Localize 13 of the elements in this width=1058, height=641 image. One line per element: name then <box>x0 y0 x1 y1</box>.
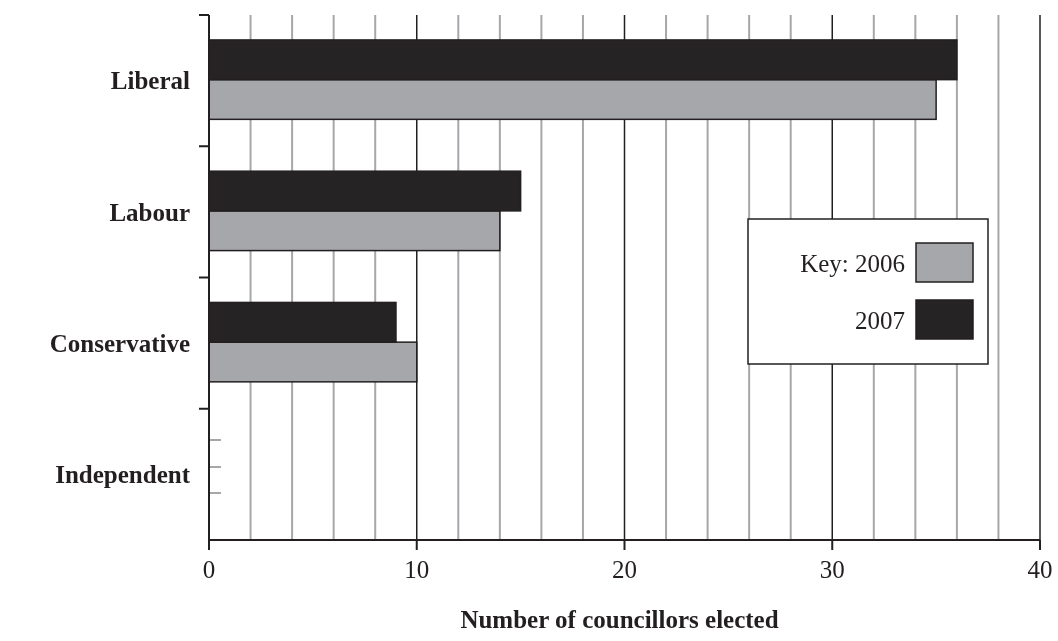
y-tick-label: Conservative <box>49 329 190 357</box>
y-tick-label: Independent <box>55 461 191 489</box>
legend-label: 2006 <box>855 249 905 277</box>
legend-label: 2007 <box>855 306 905 334</box>
x-axis-title: Number of councillors elected <box>460 606 779 633</box>
x-tick-label: 40 <box>1027 556 1053 583</box>
y-tick-label: Liberal <box>110 67 191 95</box>
x-tick-label: 20 <box>612 556 637 583</box>
x-tick-label: 30 <box>819 556 845 583</box>
x-tick-label: 0 <box>202 556 216 583</box>
x-tick-label: 10 <box>404 556 430 583</box>
legend-title: Key: <box>800 249 849 277</box>
y-tick-label: Labour <box>109 198 190 226</box>
